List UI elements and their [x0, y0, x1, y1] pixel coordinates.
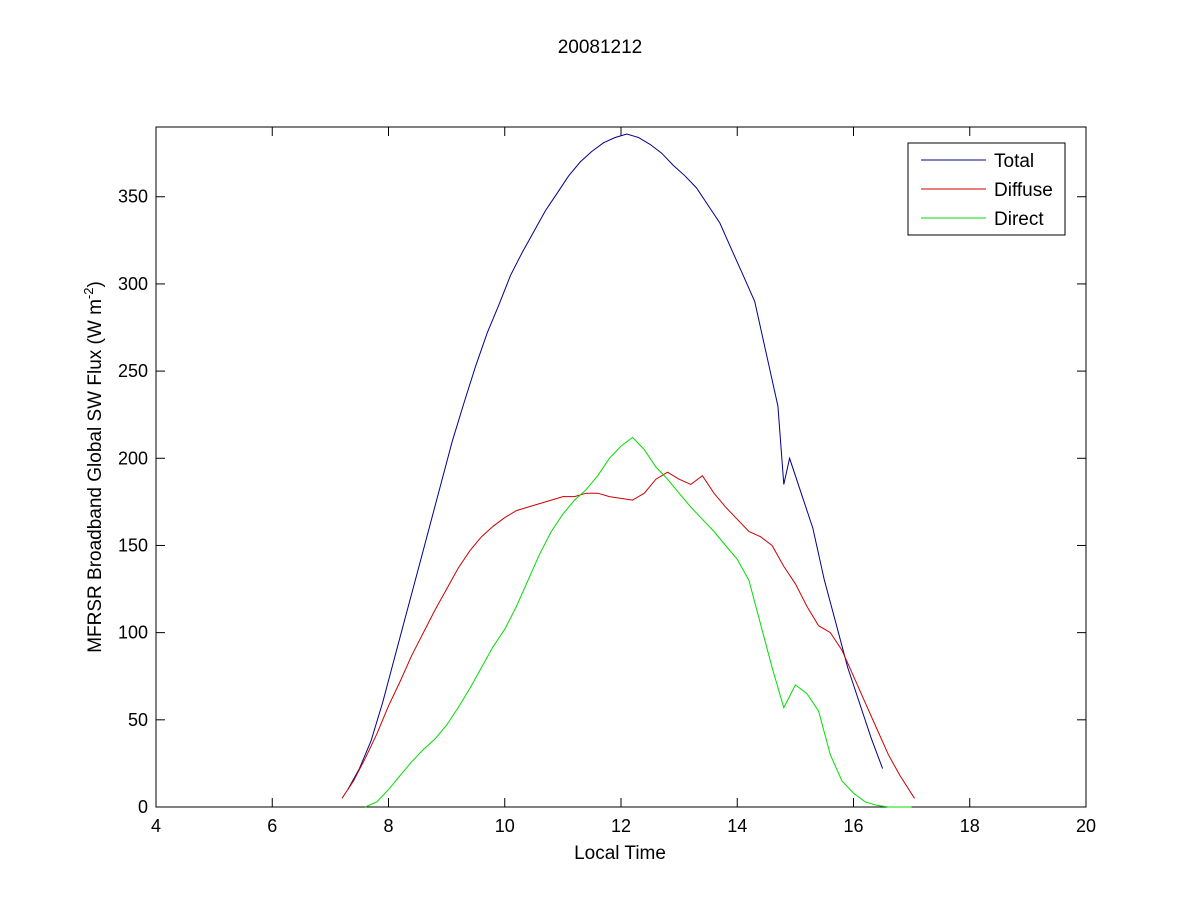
y-axis-title-superscript: -2	[81, 288, 96, 300]
x-tick-label: 4	[151, 816, 161, 836]
y-tick-label: 350	[118, 187, 148, 207]
y-tick-label: 0	[138, 797, 148, 817]
series-group	[341, 133, 915, 808]
y-tick-label: 50	[128, 710, 148, 730]
x-tick-label: 16	[843, 816, 863, 836]
x-tick-label: 10	[495, 816, 515, 836]
y-tick-label: 300	[118, 274, 148, 294]
chart-title: 20081212	[558, 37, 643, 58]
x-axis-title: Local Time	[574, 843, 666, 864]
series-line-total	[347, 133, 884, 790]
y-tick-label: 100	[118, 623, 148, 643]
y-tick-label: 150	[118, 535, 148, 555]
x-tick-label: 6	[267, 816, 277, 836]
x-tick-label: 8	[383, 816, 393, 836]
x-tick-label: 20	[1076, 816, 1096, 836]
x-tick-label: 18	[960, 816, 980, 836]
y-axis-title-close: )	[85, 281, 106, 287]
x-tick-label: 12	[611, 816, 631, 836]
series-line-diffuse	[341, 471, 915, 799]
x-tick-label: 14	[727, 816, 747, 836]
y-tick-label: 250	[118, 361, 148, 381]
legend-label-total: Total	[994, 151, 1034, 172]
legend-label-direct: Direct	[994, 209, 1044, 230]
series-line-direct	[365, 436, 912, 808]
plot-area	[155, 126, 1087, 808]
y-axis-title: MFRSR Broadband Global SW Flux (W m-2)	[81, 281, 106, 653]
y-tick-label: 200	[118, 448, 148, 468]
legend-label-diffuse: Diffuse	[994, 180, 1053, 201]
legend: Total Diffuse Direct	[907, 142, 1066, 236]
